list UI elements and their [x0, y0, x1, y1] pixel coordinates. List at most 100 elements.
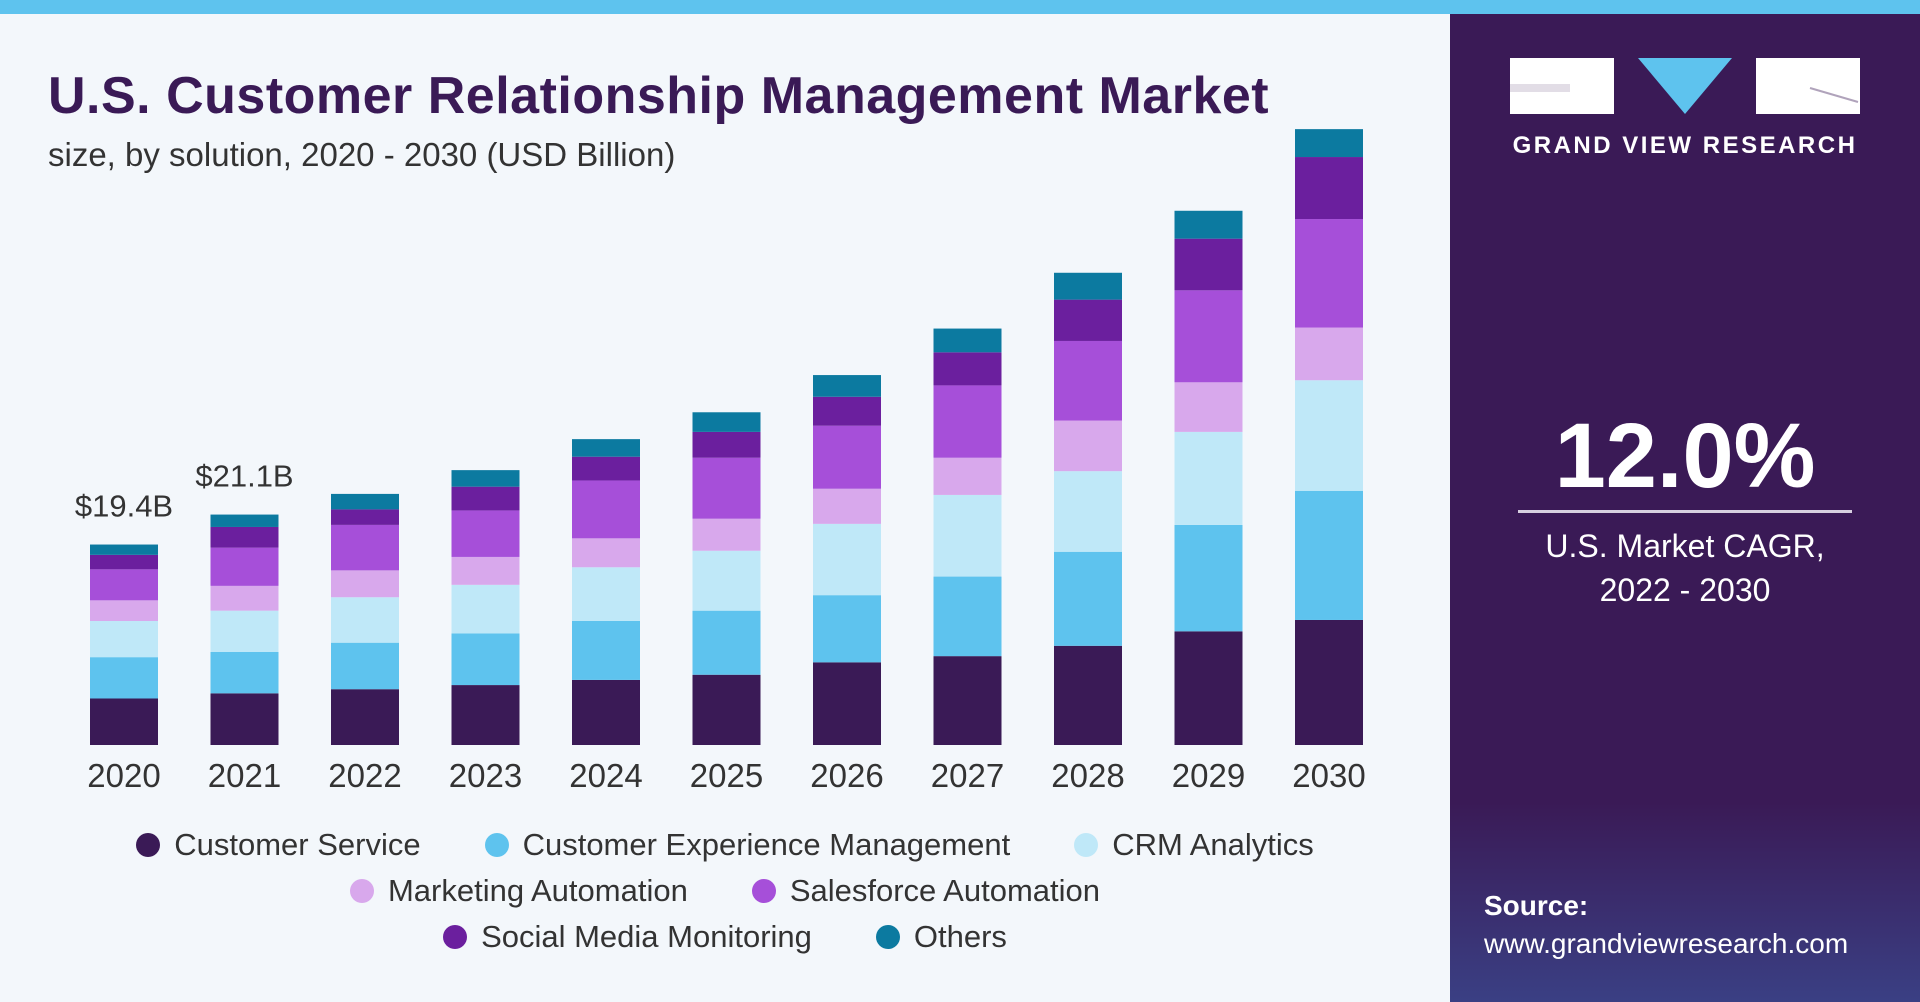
bar-segment: [1054, 420, 1122, 472]
x-tick-label: 2030: [1292, 757, 1365, 794]
source-label: Source:: [1484, 890, 1589, 921]
bar-segment: [331, 493, 399, 510]
bar-segment: [1054, 471, 1122, 552]
bar-segment: [1174, 431, 1243, 525]
bar-segment: [210, 514, 279, 527]
bar-segment: [210, 693, 279, 745]
side-panel: GRAND VIEW RESEARCH 12.0% U.S. Market CA…: [1450, 14, 1920, 1002]
bar-segment: [1174, 290, 1243, 383]
cagr-label-line2: 2022 - 2030: [1599, 572, 1771, 608]
bar-segment: [451, 470, 520, 487]
source-link[interactable]: www.grandviewresearch.com: [1484, 928, 1849, 959]
bar-segment: [813, 523, 881, 596]
bar-segment: [90, 600, 158, 621]
bar-segment: [813, 375, 881, 397]
legend-dot-icon: [349, 879, 374, 903]
bar-segment: [1174, 631, 1243, 745]
legend-label: Customer Experience Management: [522, 827, 1011, 862]
bar-segment: [1295, 619, 1363, 745]
legend-item: Customer Experience Management: [484, 827, 1011, 863]
legend-row: Social Media Monitoring Others: [0, 914, 1450, 960]
bar-segment: [90, 544, 158, 555]
bar-segment: [1295, 219, 1363, 328]
x-tick-label: 2024: [569, 757, 642, 794]
legend-label: Salesforce Automation: [789, 873, 1100, 908]
bar-segment: [933, 385, 1002, 458]
bar-segment: [933, 656, 1002, 745]
x-tick-label: 2020: [87, 757, 160, 794]
legend-dot-icon: [1074, 833, 1099, 857]
legend-row: Marketing Automation Salesforce Automatio…: [0, 868, 1450, 914]
cagr-divider: [1518, 510, 1852, 513]
bar-segment: [813, 595, 881, 663]
bar-segment: [813, 396, 881, 426]
legend-dot-icon: [443, 925, 468, 949]
bar-segment: [813, 488, 881, 524]
total-value-label: $19.4B: [75, 489, 173, 524]
bar-segment: [692, 457, 761, 519]
bar-segment: [1054, 299, 1122, 341]
x-tick-label: 2028: [1051, 757, 1124, 794]
chart-legend: Customer Service Customer Experience Mana…: [0, 822, 1450, 960]
bar-segment: [1295, 380, 1363, 491]
bar-segment: [90, 621, 158, 658]
bar-segment: [451, 584, 520, 634]
bar-segment: [933, 494, 1002, 577]
bar-segment: [1054, 272, 1122, 300]
x-tick-label: 2021: [208, 757, 281, 794]
bar-segment: [451, 510, 520, 557]
legend-label: CRM Analytics: [1112, 827, 1314, 862]
bar-segment: [451, 685, 520, 745]
bar-segment: [1054, 551, 1122, 646]
legend-item: Marketing Automation: [349, 873, 688, 909]
bar-segment: [210, 610, 279, 652]
bar-segment: [1295, 157, 1363, 220]
bar-segment: [813, 662, 881, 745]
bar-segment: [331, 642, 399, 690]
bar-segment: [572, 480, 640, 539]
bar-segment: [933, 352, 1002, 386]
legend-label: Social Media Monitoring: [481, 919, 812, 954]
bar-segment: [692, 431, 761, 458]
bar-segment: [210, 652, 279, 694]
bar-segment: [90, 698, 158, 745]
bar-segment: [692, 518, 761, 551]
bar-segment: [572, 679, 640, 745]
bar-segment: [572, 538, 640, 568]
bar-segment: [331, 509, 399, 525]
legend-label: Customer Service: [174, 827, 421, 862]
bar-segment: [90, 657, 158, 699]
stacked-bar-chart: 2020 $19.4B 2021 $21.1B 2022 2023 2024 2025 2026…: [75, 129, 1366, 794]
bar-segment: [692, 412, 761, 432]
bar-segment: [1295, 327, 1363, 381]
bar-segment: [933, 328, 1002, 353]
chart-title: U.S. Customer Relationship Management Ma…: [48, 67, 1270, 125]
bar-segment: [451, 633, 520, 686]
cagr-label-line1: U.S. Market CAGR,: [1545, 528, 1825, 564]
legend-row: Customer Service Customer Experience Mana…: [0, 822, 1450, 868]
bar-segment: [933, 576, 1002, 657]
bar-segment: [1054, 645, 1122, 745]
bar-segment: [572, 621, 640, 680]
bar-segment: [1174, 382, 1243, 432]
legend-dot-icon: [875, 925, 900, 949]
x-tick-label: 2029: [1172, 757, 1245, 794]
legend-dot-icon: [136, 833, 161, 857]
bar-segment: [90, 569, 158, 601]
legend-label: Marketing Automation: [387, 873, 688, 908]
total-value-label: $21.1B: [195, 459, 293, 494]
legend-dot-icon: [484, 833, 509, 857]
bar-segment: [1174, 524, 1243, 632]
bar-segment: [210, 585, 279, 611]
x-tick-label: 2025: [690, 757, 763, 794]
bar-segment: [1295, 129, 1363, 158]
side-panel-gradient: [1450, 802, 1920, 1002]
x-tick-label: 2027: [931, 757, 1004, 794]
bar-segment: [1054, 340, 1122, 421]
bar-segment: [692, 550, 761, 611]
legend-item: Customer Service: [136, 827, 421, 863]
bar-segment: [813, 425, 881, 489]
bar-segment: [451, 556, 520, 585]
legend-item: CRM Analytics: [1074, 827, 1314, 863]
bar-segment: [692, 674, 761, 745]
